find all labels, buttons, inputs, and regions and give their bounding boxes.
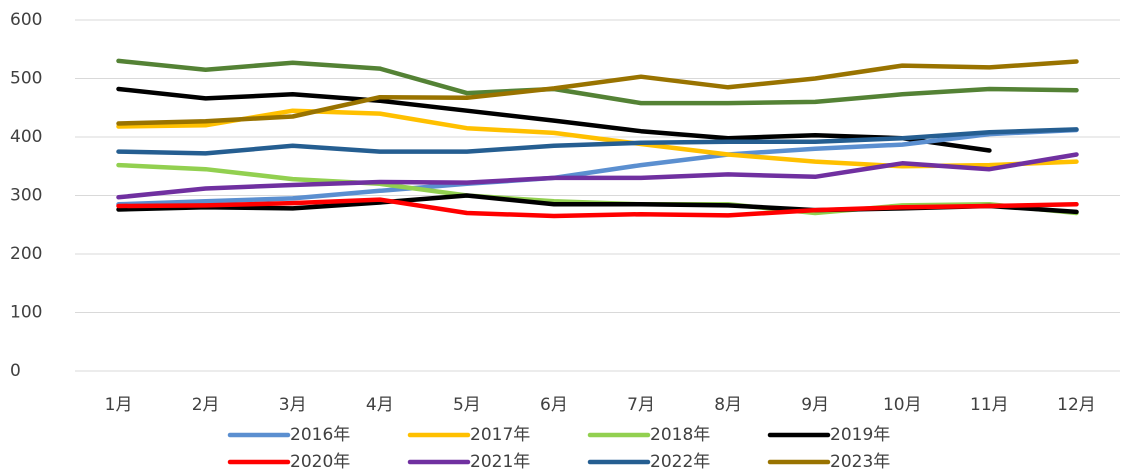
- series-line: [116, 127, 1079, 156]
- x-tick-label: 2月: [192, 395, 220, 415]
- y-tick-label: 400: [10, 127, 42, 147]
- x-tick-label: 10月: [883, 395, 922, 415]
- legend-label: 2017年: [470, 425, 530, 445]
- x-tick-label: 4月: [366, 395, 394, 415]
- x-tick-label: 8月: [714, 395, 742, 415]
- series-line: [116, 58, 1079, 106]
- legend-label: 2018年: [650, 425, 710, 445]
- x-tick-label: 6月: [540, 395, 568, 415]
- x-tick-label: 7月: [627, 395, 655, 415]
- y-tick-label: 600: [10, 10, 42, 30]
- x-tick-label: 12月: [1057, 395, 1096, 415]
- legend-label: 2023年: [830, 452, 890, 471]
- series-line: [116, 127, 1079, 207]
- y-tick-label: 200: [10, 244, 42, 264]
- series-line: [116, 59, 1079, 126]
- y-tick-label: 300: [10, 186, 42, 206]
- legend-label: 2021年: [470, 452, 530, 471]
- y-tick-label: 100: [10, 303, 42, 323]
- x-tick-label: 9月: [801, 395, 829, 415]
- x-tick-label: 5月: [453, 395, 481, 415]
- legend-label: 2019年: [830, 425, 890, 445]
- x-tick-label: 1月: [105, 395, 133, 415]
- legend-label: 2020年: [290, 452, 350, 471]
- legend-label: 2022年: [650, 452, 710, 471]
- x-tick-label: 11月: [970, 395, 1009, 415]
- x-tick-label: 3月: [279, 395, 307, 415]
- legend-label: 2016年: [290, 425, 350, 445]
- y-tick-label: 0: [10, 361, 21, 381]
- series-line: [116, 197, 1079, 219]
- series-line: [116, 86, 992, 153]
- series-line: [116, 152, 1079, 200]
- y-tick-label: 500: [10, 69, 42, 89]
